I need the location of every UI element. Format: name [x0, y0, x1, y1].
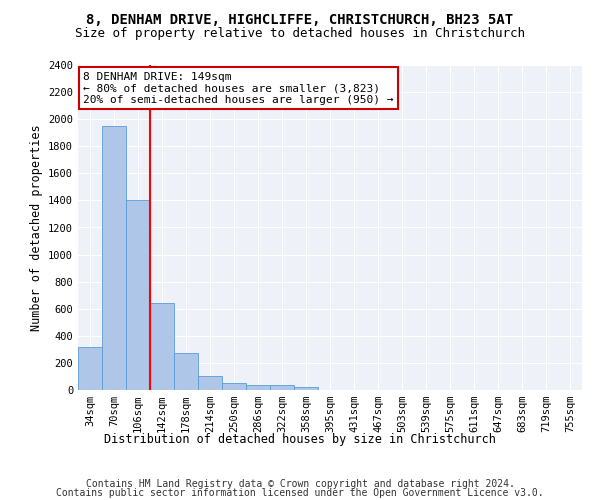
- Bar: [126, 200, 150, 390]
- Bar: [198, 376, 222, 390]
- Text: Distribution of detached houses by size in Christchurch: Distribution of detached houses by size …: [104, 432, 496, 446]
- Text: 8, DENHAM DRIVE, HIGHCLIFFE, CHRISTCHURCH, BH23 5AT: 8, DENHAM DRIVE, HIGHCLIFFE, CHRISTCHURC…: [86, 12, 514, 26]
- Bar: [270, 386, 294, 390]
- Bar: [246, 384, 270, 390]
- Bar: [174, 354, 198, 390]
- Text: Contains HM Land Registry data © Crown copyright and database right 2024.: Contains HM Land Registry data © Crown c…: [86, 479, 514, 489]
- Bar: [78, 346, 102, 390]
- Text: Size of property relative to detached houses in Christchurch: Size of property relative to detached ho…: [75, 28, 525, 40]
- Bar: [102, 126, 126, 390]
- Bar: [294, 388, 318, 390]
- Y-axis label: Number of detached properties: Number of detached properties: [29, 124, 43, 331]
- Bar: [150, 304, 174, 390]
- Text: 8 DENHAM DRIVE: 149sqm
← 80% of detached houses are smaller (3,823)
20% of semi-: 8 DENHAM DRIVE: 149sqm ← 80% of detached…: [83, 72, 394, 104]
- Text: Contains public sector information licensed under the Open Government Licence v3: Contains public sector information licen…: [56, 488, 544, 498]
- Bar: [222, 383, 246, 390]
